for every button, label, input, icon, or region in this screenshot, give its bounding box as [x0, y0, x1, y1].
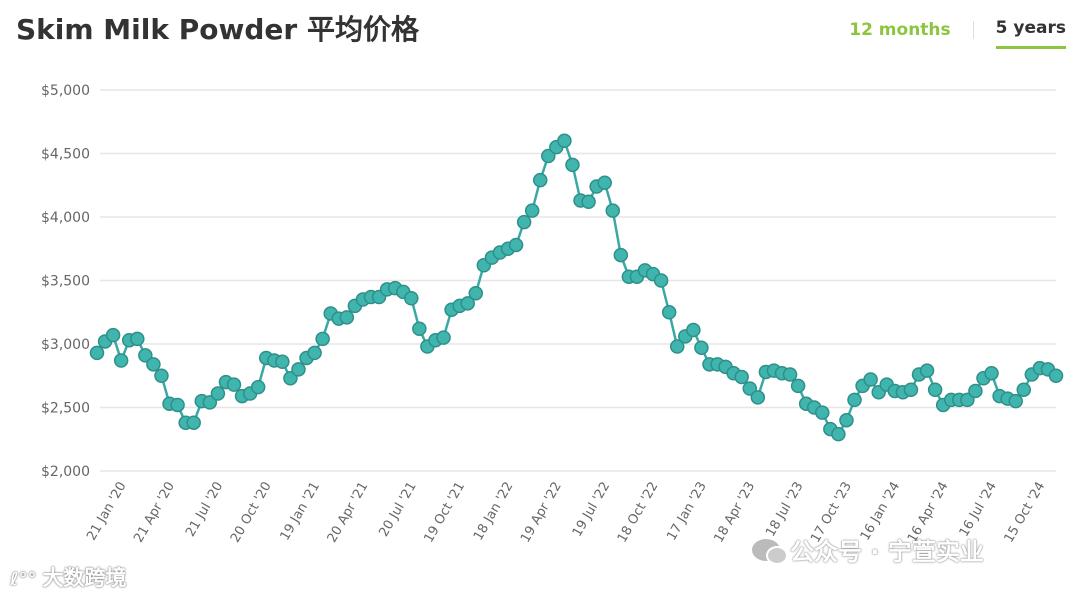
data-point[interactable]	[669, 339, 685, 354]
data-point[interactable]	[250, 379, 266, 395]
data-point[interactable]	[524, 203, 540, 218]
data-point[interactable]	[404, 291, 419, 306]
range-divider	[972, 20, 974, 39]
x-tick-label: 18 Jul '23	[763, 480, 806, 540]
watermark-left-text: 大数跨境	[42, 566, 127, 590]
data-point[interactable]	[339, 310, 355, 325]
data-point[interactable]	[734, 369, 749, 385]
data-point[interactable]	[815, 405, 830, 420]
data-point[interactable]	[653, 273, 669, 288]
data-point[interactable]	[750, 390, 766, 405]
data-point[interactable]	[960, 392, 975, 408]
x-tick-label: 18 Jan '22	[471, 480, 516, 544]
price-points	[89, 133, 1064, 442]
data-point[interactable]	[226, 377, 242, 392]
data-point[interactable]	[436, 330, 451, 345]
data-point[interactable]	[105, 327, 121, 343]
y-tick-label: $3,500	[41, 274, 90, 290]
wechat-icon	[752, 538, 788, 565]
data-point[interactable]	[686, 322, 701, 338]
data-point[interactable]	[291, 362, 306, 377]
data-point[interactable]	[275, 354, 290, 370]
data-point[interactable]	[1008, 393, 1023, 409]
data-point[interactable]	[565, 157, 580, 173]
data-point[interactable]	[202, 395, 218, 410]
y-tick-label: $4,000	[41, 210, 90, 226]
data-point[interactable]	[847, 392, 862, 408]
data-point[interactable]	[154, 368, 169, 383]
data-point[interactable]	[661, 305, 677, 320]
data-point[interactable]	[968, 383, 983, 399]
x-tick-label: 20 Oct '20	[228, 480, 275, 546]
data-point[interactable]	[903, 382, 919, 397]
x-tick-label: 19 Jan '21	[278, 480, 323, 544]
data-point[interactable]	[694, 340, 709, 356]
x-tick-label: 19 Oct '21	[421, 480, 468, 546]
data-point[interactable]	[541, 148, 556, 164]
y-tick-label: $4,500	[41, 147, 90, 163]
data-point[interactable]	[597, 175, 612, 190]
data-point[interactable]	[508, 237, 524, 253]
data-point[interactable]	[790, 378, 806, 394]
y-tick-label: $3,000	[41, 337, 90, 353]
data-point[interactable]	[1048, 368, 1064, 383]
data-point[interactable]	[307, 345, 322, 361]
data-point[interactable]	[532, 172, 548, 188]
x-tick-label: 16 Jul '24	[957, 480, 1000, 540]
grid-lines	[100, 89, 1056, 472]
x-tick-label: 18 Oct '22	[615, 480, 662, 546]
logo-icon: ℓ°°	[10, 569, 37, 590]
y-axis-labels: $2,000 $2,500 $3,000 $3,500 $4,000 $4,500 $5,0…	[41, 83, 90, 480]
y-tick-label: $2,000	[41, 464, 90, 480]
data-point[interactable]	[210, 386, 226, 401]
data-point[interactable]	[186, 415, 201, 430]
data-point[interactable]	[919, 363, 935, 378]
data-point[interactable]	[984, 365, 999, 381]
x-tick-label: 21 Jul '20	[183, 480, 226, 540]
data-point[interactable]	[927, 382, 943, 397]
watermark-left: ℓ°° 大数跨境	[10, 562, 127, 592]
data-point[interactable]	[831, 426, 846, 442]
data-point[interactable]	[839, 412, 854, 428]
range-toggle: 12 months 5 years	[849, 18, 1066, 49]
data-point[interactable]	[516, 214, 532, 230]
range-12-months-button[interactable]: 12 months	[849, 19, 951, 40]
data-point[interactable]	[170, 397, 185, 413]
data-point[interactable]	[863, 372, 878, 387]
data-point[interactable]	[412, 321, 427, 337]
data-point[interactable]	[283, 371, 298, 386]
y-tick-label: $2,500	[41, 401, 90, 417]
data-point[interactable]	[581, 194, 596, 210]
data-point[interactable]	[460, 296, 475, 311]
x-tick-label: 21 Apr '20	[131, 480, 178, 546]
x-tick-label: 21 Jan '20	[84, 480, 129, 544]
data-point[interactable]	[113, 353, 129, 368]
data-point[interactable]	[782, 367, 798, 382]
x-tick-label: 20 Apr '21	[325, 480, 372, 546]
data-point[interactable]	[89, 345, 105, 361]
data-point[interactable]	[130, 331, 145, 347]
data-point[interactable]	[315, 331, 330, 347]
data-point[interactable]	[468, 285, 484, 301]
chart-title: Skim Milk Powder 平均价格	[16, 13, 419, 46]
x-tick-label: 15 Oct '24	[1002, 480, 1049, 546]
x-tick-label: 19 Apr '22	[518, 480, 565, 546]
data-point[interactable]	[613, 247, 629, 263]
x-tick-label: 17 Jan '23	[664, 480, 709, 544]
data-point[interactable]	[146, 357, 161, 372]
data-point[interactable]	[742, 381, 758, 396]
x-tick-label: 19 Jul '22	[570, 480, 613, 540]
watermark-right: 公众号 · 宁萱实业	[752, 532, 984, 567]
data-point[interactable]	[138, 348, 153, 363]
y-tick-label: $5,000	[41, 83, 90, 99]
range-5-years-button[interactable]: 5 years	[995, 18, 1066, 49]
data-point[interactable]	[557, 133, 572, 149]
data-point[interactable]	[1016, 382, 1032, 397]
watermark-right-text: 公众号 · 宁萱实业	[790, 538, 984, 566]
x-tick-label: 20 Jul '21	[376, 480, 419, 540]
data-point[interactable]	[605, 203, 621, 218]
